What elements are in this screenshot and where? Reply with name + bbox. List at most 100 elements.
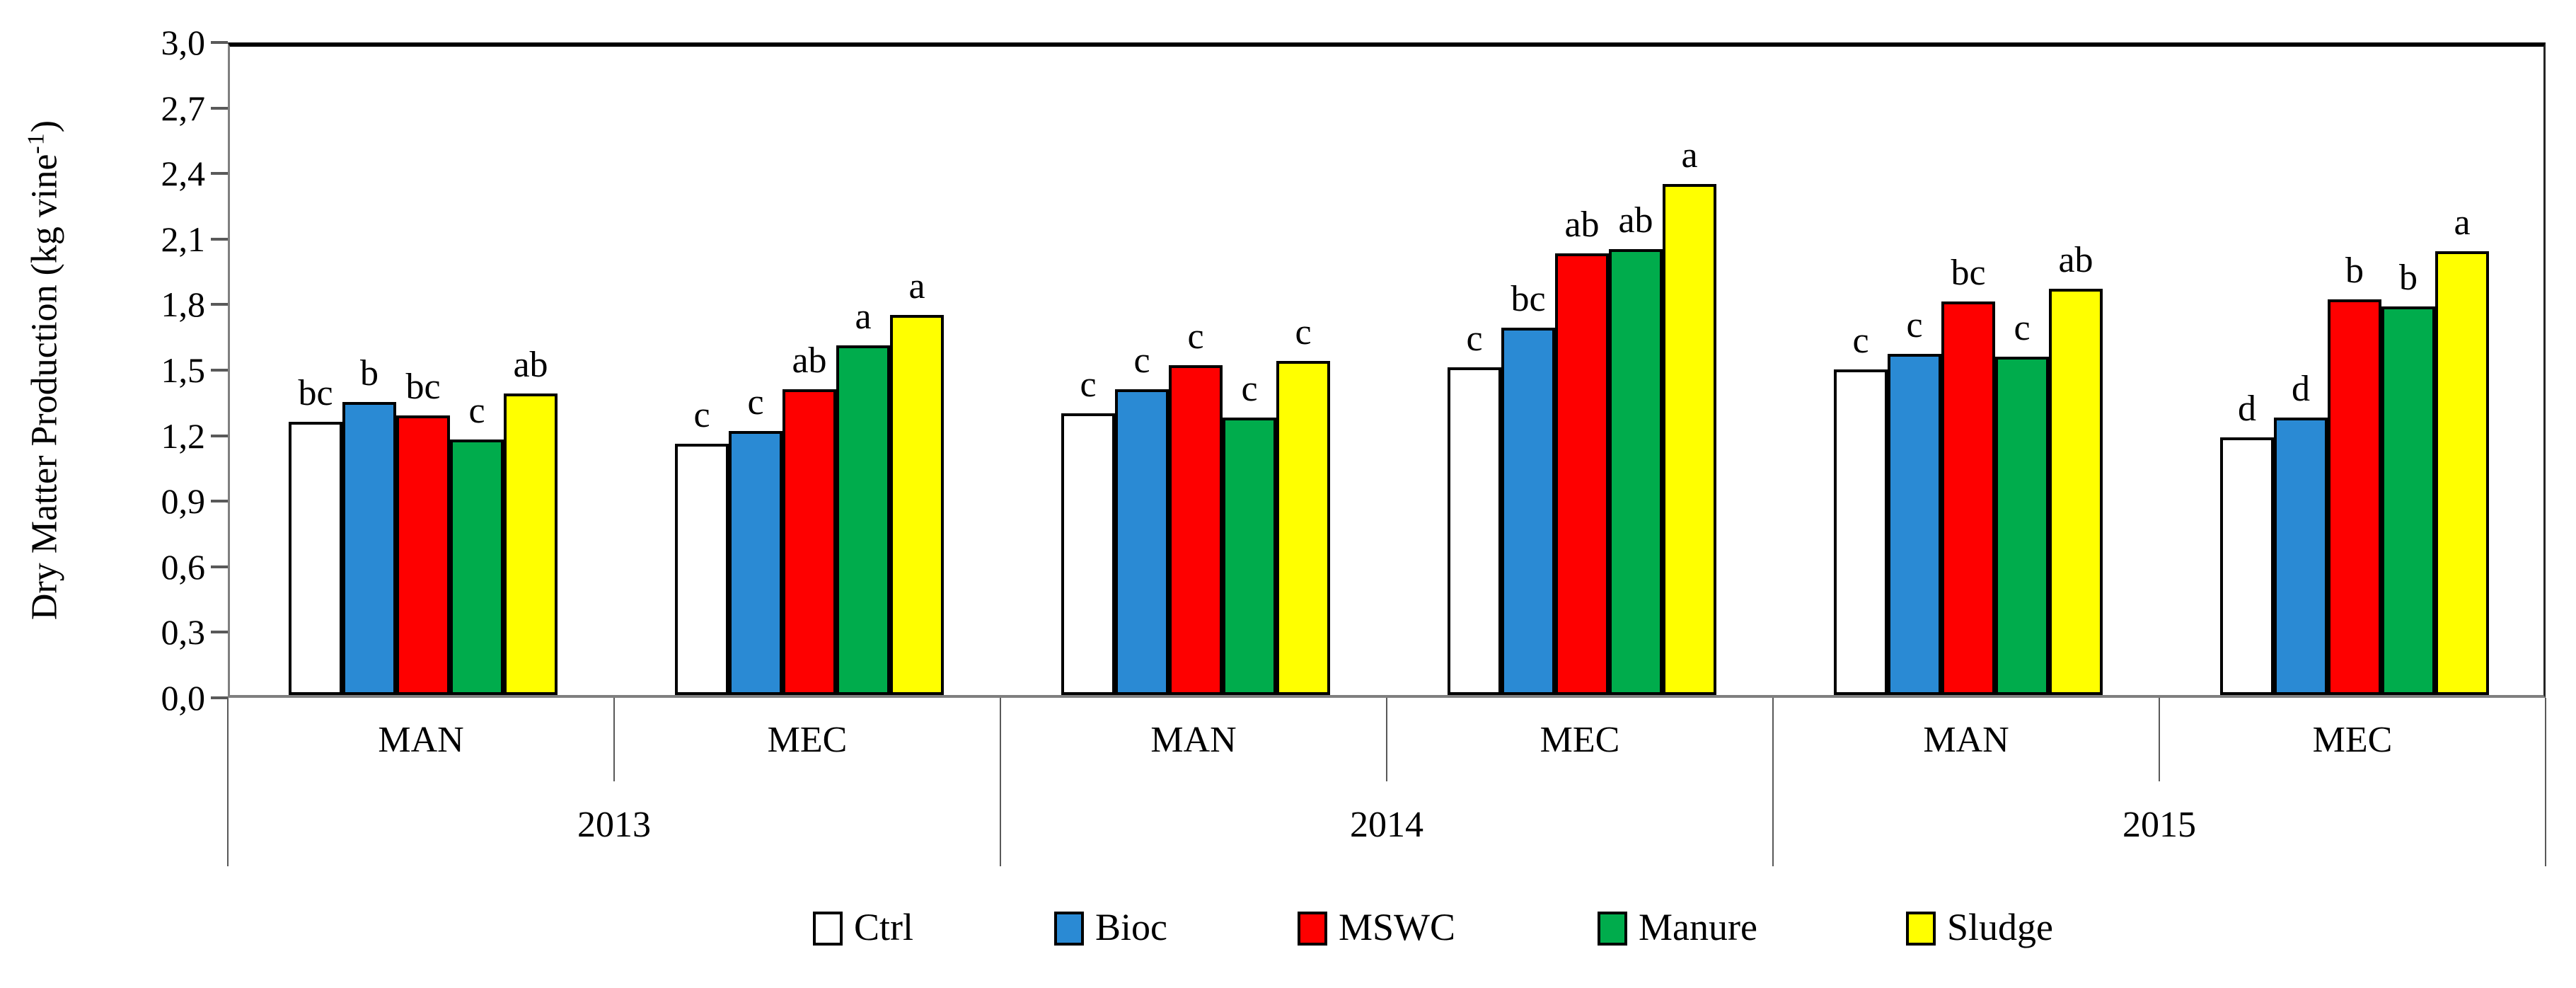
bar-2015-MAN-MSWC — [1941, 301, 1995, 695]
bar-2013-MAN-Manure — [450, 440, 504, 695]
y-tick-mark — [211, 303, 228, 306]
bar-2015-MEC-MSWC — [2328, 299, 2381, 695]
bar-2014-MEC-MSWC — [1555, 253, 1609, 695]
bar-2014-MEC-Manure — [1609, 249, 1663, 695]
y-tick-label: 1,8 — [161, 285, 206, 324]
significance-letter: bc — [298, 373, 333, 413]
legend-label: Ctrl — [854, 906, 914, 948]
bar-2013-MAN-MSWC — [396, 415, 450, 695]
bar-2013-MAN-Ctrl — [289, 422, 342, 695]
significance-letter: c — [1852, 321, 1869, 361]
year-divider-line — [1000, 698, 1001, 866]
y-axis-title-superscript: -1 — [23, 132, 50, 154]
bar-2014-MAN-Manure — [1223, 418, 1276, 695]
y-tick-mark — [211, 41, 228, 44]
significance-letter: ab — [1618, 200, 1653, 241]
bar-2015-MEC-Bioc — [2274, 418, 2328, 695]
x-label-man-2014: MAN — [1150, 720, 1237, 760]
bar-2013-MEC-MSWC — [782, 389, 836, 695]
bar-2015-MEC-Sludge — [2435, 251, 2489, 695]
significance-letter: c — [1295, 312, 1312, 352]
x-label-mec-2013: MEC — [767, 720, 848, 760]
significance-letter: c — [2014, 308, 2031, 348]
significance-letter: d — [2238, 389, 2256, 429]
significance-letter: c — [693, 395, 710, 435]
significance-letter: c — [468, 391, 485, 431]
y-tick-mark — [211, 435, 228, 437]
year-divider-line — [1772, 698, 1774, 866]
significance-letter: c — [1241, 369, 1258, 409]
significance-letter: c — [1466, 318, 1483, 359]
year-divider-line — [227, 698, 229, 866]
legend-swatch-manure — [1598, 912, 1627, 946]
bar-2014-MEC-Bioc — [1501, 328, 1555, 695]
bar-2014-MAN-Sludge — [1276, 361, 1330, 695]
legend-swatch-mswc — [1298, 912, 1327, 946]
bar-2015-MEC-Ctrl — [2220, 437, 2274, 695]
significance-letter: d — [2292, 369, 2310, 409]
x-label-mec-2015: MEC — [2312, 720, 2393, 760]
y-tick-label: 0,6 — [161, 547, 206, 587]
bar-2014-MAN-Ctrl — [1061, 413, 1115, 695]
legend-label: Sludge — [1947, 906, 2054, 948]
y-tick-label: 0,0 — [161, 678, 206, 718]
x-label-year-2015: 2015 — [2122, 805, 2196, 845]
subgroup-divider-line — [1386, 698, 1387, 781]
x-label-man-2013: MAN — [378, 720, 464, 760]
bar-2013-MEC-Bioc — [729, 431, 782, 695]
y-tick-mark — [211, 369, 228, 372]
significance-letter: a — [1681, 135, 1698, 176]
bar-2013-MEC-Sludge — [890, 315, 944, 695]
bar-2015-MAN-Manure — [1995, 357, 2049, 695]
bar-2014-MEC-Ctrl — [1448, 367, 1501, 695]
bar-2014-MAN-Bioc — [1115, 389, 1169, 695]
significance-letter: c — [1133, 340, 1150, 381]
significance-letter: b — [360, 353, 379, 394]
significance-letter: c — [1080, 364, 1097, 405]
y-tick-mark — [211, 238, 228, 241]
legend-label: MSWC — [1339, 906, 1456, 948]
bar-2015-MAN-Bioc — [1888, 354, 1941, 695]
subgroup-divider-line — [2159, 698, 2160, 781]
y-tick-mark — [211, 107, 228, 110]
y-tick-mark — [211, 565, 228, 568]
bar-2013-MEC-Manure — [836, 345, 890, 695]
significance-letter: c — [1906, 305, 1923, 345]
x-label-mec-2014: MEC — [1540, 720, 1620, 760]
y-tick-mark — [211, 631, 228, 633]
significance-letter: a — [908, 266, 925, 306]
significance-letter: b — [2399, 258, 2418, 298]
plot-area: bc b bc c ab c c ab a a c c c c c c bc ab ab a c c bc c ab d d b b a — [228, 42, 2546, 698]
y-tick-mark — [211, 500, 228, 502]
bar-2014-MEC-Sludge — [1663, 184, 1716, 695]
legend-label: Manure — [1639, 906, 1757, 948]
y-tick-label: 2,7 — [161, 88, 206, 128]
bar-2013-MAN-Bioc — [342, 402, 396, 695]
significance-letter: b — [2345, 251, 2364, 291]
significance-letter: c — [747, 382, 764, 423]
significance-letter: c — [1187, 316, 1204, 357]
significance-letter: ab — [1564, 205, 1600, 245]
y-tick-label: 0,9 — [161, 481, 206, 521]
significance-letter: bc — [1951, 253, 1986, 293]
x-label-year-2014: 2014 — [1350, 805, 1423, 845]
bar-2015-MEC-Manure — [2381, 306, 2435, 695]
y-tick-label: 0,3 — [161, 612, 206, 652]
significance-letter: ab — [513, 345, 548, 385]
x-label-man-2015: MAN — [1923, 720, 2009, 760]
legend-swatch-bioc — [1054, 912, 1084, 946]
legend-swatch-sludge — [1906, 912, 1936, 946]
legend-label: Bioc — [1095, 906, 1167, 948]
y-tick-label: 2,4 — [161, 154, 206, 193]
bar-2015-MAN-Sludge — [2049, 289, 2103, 695]
y-tick-label: 1,5 — [161, 350, 206, 390]
significance-letter: ab — [2058, 240, 2093, 280]
significance-letter: bc — [405, 367, 441, 407]
y-tick-label: 3,0 — [161, 23, 206, 62]
year-divider-line — [2545, 698, 2546, 866]
legend-swatch-ctrl — [813, 912, 843, 946]
y-tick-label: 1,2 — [161, 416, 206, 456]
bar-2014-MAN-MSWC — [1169, 365, 1223, 695]
bar-2013-MAN-Sludge — [504, 394, 558, 695]
